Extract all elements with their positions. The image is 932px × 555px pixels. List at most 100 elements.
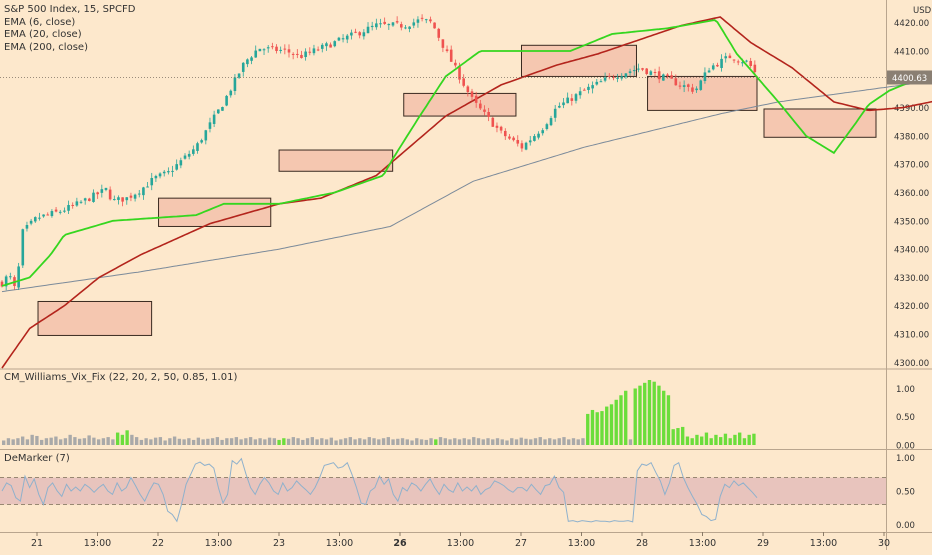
candle-body <box>499 126 503 131</box>
candle-body <box>395 21 399 23</box>
candle-body <box>599 81 603 83</box>
candle-body <box>142 187 145 196</box>
vix-bar <box>258 438 262 445</box>
x-tick-label: 29 <box>757 538 769 549</box>
vix-bar <box>282 438 286 445</box>
candle-body <box>104 187 108 190</box>
vix-bar <box>320 438 324 445</box>
candle-body <box>150 178 154 186</box>
vix-bar <box>225 438 229 445</box>
candle-body <box>187 153 191 157</box>
vix-bar <box>177 438 182 445</box>
candle-body <box>79 201 83 203</box>
vix-bar <box>248 437 253 445</box>
vix-bar <box>571 438 576 445</box>
vix-bar <box>443 438 447 445</box>
vix-bar <box>339 439 343 445</box>
vix-bar <box>25 439 30 445</box>
candle-body <box>370 25 374 28</box>
candle-body <box>258 48 262 52</box>
vix-bar <box>619 395 623 445</box>
candle-body <box>296 53 299 55</box>
candle-body <box>129 195 133 198</box>
vix-bar <box>628 439 633 445</box>
vix-bar <box>196 437 201 445</box>
vix-bar <box>39 439 44 445</box>
candle-body <box>183 155 187 159</box>
candle-body <box>686 84 690 87</box>
vix-bar <box>372 438 376 445</box>
candle-body <box>83 198 87 201</box>
vix-bar <box>681 426 685 445</box>
vix-bar <box>358 438 362 445</box>
y-tick-label: 4360.00 <box>894 189 929 199</box>
vix-bar <box>647 380 652 445</box>
y-tick-label: 4380.00 <box>894 132 929 142</box>
vix-bar <box>187 438 191 445</box>
vix-bar <box>272 438 277 445</box>
vix-bar <box>139 439 144 445</box>
vix-bar <box>310 437 314 445</box>
vix-bar <box>158 437 163 445</box>
vix-bar <box>752 433 756 445</box>
vix-bar <box>438 437 443 445</box>
vix-bar <box>514 439 519 445</box>
candle-body <box>362 32 366 37</box>
vix-bar <box>472 437 476 445</box>
candle-body <box>33 217 37 222</box>
vix-bar <box>605 406 609 445</box>
candle-body <box>637 68 640 70</box>
candle-body <box>503 130 507 137</box>
candle-body <box>562 102 565 106</box>
vix-bar <box>315 439 319 445</box>
demarker-y-tick-label: 0.00 <box>896 521 915 531</box>
candle-body <box>462 78 465 86</box>
vix-bar <box>353 439 357 445</box>
candle-body <box>54 209 58 212</box>
vix-bar <box>500 439 504 445</box>
candle-body <box>88 198 91 202</box>
candle-body <box>216 109 220 114</box>
vix-bar <box>690 438 694 445</box>
x-tick-label: 13:00 <box>568 538 595 549</box>
candle-body <box>699 80 703 90</box>
candle-body <box>21 229 25 266</box>
vix-bar <box>92 437 96 445</box>
vix-bar <box>301 439 305 445</box>
candle-body <box>241 62 245 72</box>
candle-body <box>624 73 628 77</box>
y-tick-label: 4330.00 <box>894 274 929 284</box>
candle-body <box>649 71 653 75</box>
candle-body <box>38 217 41 219</box>
candle-body <box>171 170 174 172</box>
vix-bar <box>130 434 134 445</box>
currency-label: USD <box>913 6 932 16</box>
candle-body <box>454 62 457 66</box>
candle-body <box>437 28 441 38</box>
vix-bar <box>215 437 220 445</box>
candle-body <box>246 59 249 65</box>
zone-box <box>763 108 877 138</box>
candle-body <box>108 189 112 200</box>
candle-body <box>412 22 416 26</box>
candle-body <box>233 77 237 91</box>
vix-bar <box>324 439 329 445</box>
candle-body <box>58 211 62 213</box>
candle-body <box>325 43 328 47</box>
vix-bar <box>362 439 367 445</box>
vix-fix-label: CM_Williams_Vix_Fix (22, 20, 2, 50, 0.85… <box>4 372 238 383</box>
candle-body <box>682 85 686 87</box>
candle-body <box>566 97 569 104</box>
vix-bar <box>35 435 39 445</box>
candle-body <box>707 70 711 73</box>
candle-body <box>520 143 524 149</box>
candle-body <box>528 140 532 143</box>
x-tick-label: 13:00 <box>205 538 232 549</box>
candle-body <box>237 73 241 78</box>
candle-body <box>732 59 736 61</box>
candle-body <box>146 186 149 188</box>
candle-body <box>333 41 337 47</box>
candle-body <box>383 21 386 24</box>
vix-bar <box>115 432 120 445</box>
